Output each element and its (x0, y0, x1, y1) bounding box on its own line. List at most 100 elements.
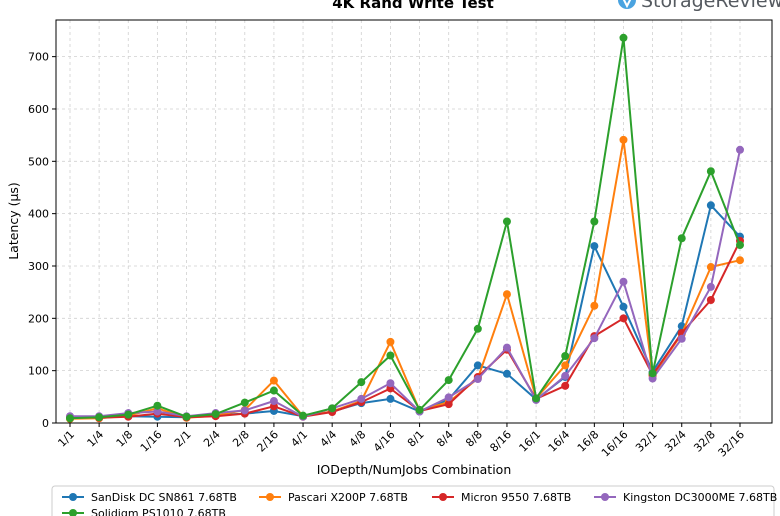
x-tick-label: 1/8 (114, 428, 136, 450)
legend-item: Kingston DC3000ME 7.68TB (594, 491, 777, 504)
data-point (677, 334, 686, 343)
x-tick-label: 32/1 (633, 428, 660, 455)
data-point (95, 413, 104, 422)
legend-swatch-marker (69, 493, 77, 501)
data-point (590, 301, 599, 310)
data-point (66, 414, 74, 423)
legend-label: Micron 9550 7.68TB (461, 491, 571, 504)
legend-swatch-marker (601, 493, 609, 501)
data-point (299, 411, 308, 420)
legend: SanDisk DC SN861 7.68TB Pascari X200P 7.6… (62, 491, 777, 516)
data-point (561, 371, 570, 380)
data-point (240, 406, 249, 415)
data-point (357, 378, 366, 387)
y-tick-label: 300 (28, 260, 49, 273)
data-point (706, 201, 715, 210)
data-point (706, 167, 715, 176)
series-4 (66, 33, 744, 423)
legend-item: SanDisk DC SN861 7.68TB (62, 491, 237, 504)
data-point (153, 401, 162, 410)
x-tick-label: 4/1 (288, 428, 310, 450)
data-point (561, 361, 570, 370)
x-tick-label: 2/4 (201, 428, 223, 450)
y-tick-label: 200 (28, 312, 49, 325)
data-point (619, 302, 628, 311)
data-point (736, 256, 744, 265)
chart-title: 4K Rand Write Test (332, 0, 494, 12)
data-point (619, 277, 628, 286)
x-tick-label: 8/1 (405, 428, 427, 450)
series-layer (66, 33, 744, 423)
data-point (386, 337, 395, 346)
data-point (386, 379, 395, 388)
data-point (269, 386, 278, 395)
x-tick-label: 8/4 (434, 428, 456, 450)
x-tick-label: 4/4 (318, 428, 340, 450)
series-line (69, 36, 741, 420)
data-point (444, 400, 453, 409)
data-point (153, 407, 162, 416)
data-point (706, 296, 715, 305)
x-tick-label: 1/1 (55, 428, 77, 450)
x-tick-label: 1/16 (138, 428, 165, 455)
data-point (619, 33, 628, 42)
data-point (502, 343, 511, 352)
legend-swatch-marker (69, 509, 77, 516)
y-tick-label: 600 (28, 103, 49, 116)
data-point (648, 369, 657, 378)
data-point (502, 290, 511, 299)
legend-box (51, 485, 775, 516)
data-point (473, 361, 482, 370)
x-tick-label: 16/8 (575, 428, 602, 455)
x-axis-label: IODepth/NumJobs Combination (317, 462, 512, 477)
y-axis-ticks: 0 100 200 300 400 500 600 700 (28, 51, 56, 430)
x-tick-label: 2/16 (254, 428, 281, 455)
legend-label: Kingston DC3000ME 7.68TB (623, 491, 777, 504)
legend-item: Solidigm PS1010 7.68TB (62, 507, 226, 516)
data-point (561, 352, 570, 361)
brand-logo-mark (622, 0, 632, 9)
x-tick-label: 4/8 (347, 428, 369, 450)
data-point (473, 375, 482, 384)
data-point (182, 412, 191, 421)
data-point (590, 217, 599, 226)
x-tick-label: 1/4 (85, 428, 107, 450)
data-point (124, 410, 133, 419)
data-point (269, 376, 278, 385)
data-point (502, 217, 511, 226)
legend-swatch-marker (266, 493, 274, 501)
data-point (736, 145, 744, 154)
plot-border (55, 19, 773, 424)
data-point (444, 376, 453, 385)
data-point (502, 369, 511, 378)
x-tick-label: 4/16 (371, 428, 398, 455)
data-point (677, 234, 686, 243)
legend-swatch-marker (439, 493, 447, 501)
data-point (590, 334, 599, 343)
data-point (736, 241, 744, 250)
legend-label: Pascari X200P 7.68TB (288, 491, 408, 504)
y-tick-label: 100 (28, 365, 49, 378)
data-point (561, 381, 570, 390)
data-point (444, 393, 453, 402)
data-point (328, 404, 337, 413)
data-point (619, 314, 628, 323)
data-point (386, 351, 395, 360)
x-tick-label: 2/8 (230, 428, 252, 450)
x-tick-label: 8/16 (487, 428, 514, 455)
y-tick-label: 0 (42, 417, 49, 430)
data-point (473, 324, 482, 333)
y-tick-label: 400 (28, 208, 49, 221)
data-point (532, 394, 541, 403)
x-tick-label: 16/1 (517, 428, 544, 455)
x-tick-label: 32/4 (662, 428, 689, 455)
data-point (211, 410, 220, 419)
data-point (619, 135, 628, 144)
legend-label: SanDisk DC SN861 7.68TB (91, 491, 237, 504)
data-point (386, 394, 395, 403)
brand-logo: StorageReview (618, 0, 780, 12)
data-point (706, 263, 715, 272)
data-point (240, 398, 249, 407)
legend-label: Solidigm PS1010 7.68TB (91, 507, 226, 516)
